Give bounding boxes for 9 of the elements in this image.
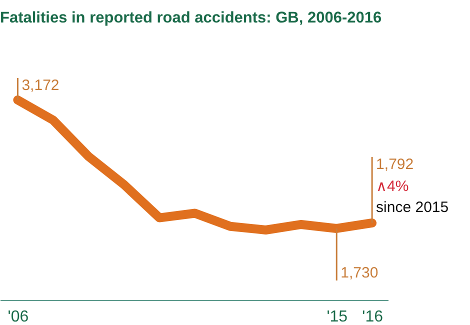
x-tick-label: '16 [362, 308, 384, 325]
x-tick-label: '06 [8, 308, 29, 325]
chart-title: Fatalities in reported road accidents: GB, 2006-2016 [0, 10, 382, 26]
x-tick-label: '15 [326, 308, 348, 325]
data-label: 1,792 [376, 156, 414, 173]
data-label: 3,172 [22, 77, 60, 94]
data-label: 1,730 [340, 264, 378, 282]
annotation: ∧4% [376, 178, 409, 195]
annotation: since 2015 [376, 198, 449, 216]
